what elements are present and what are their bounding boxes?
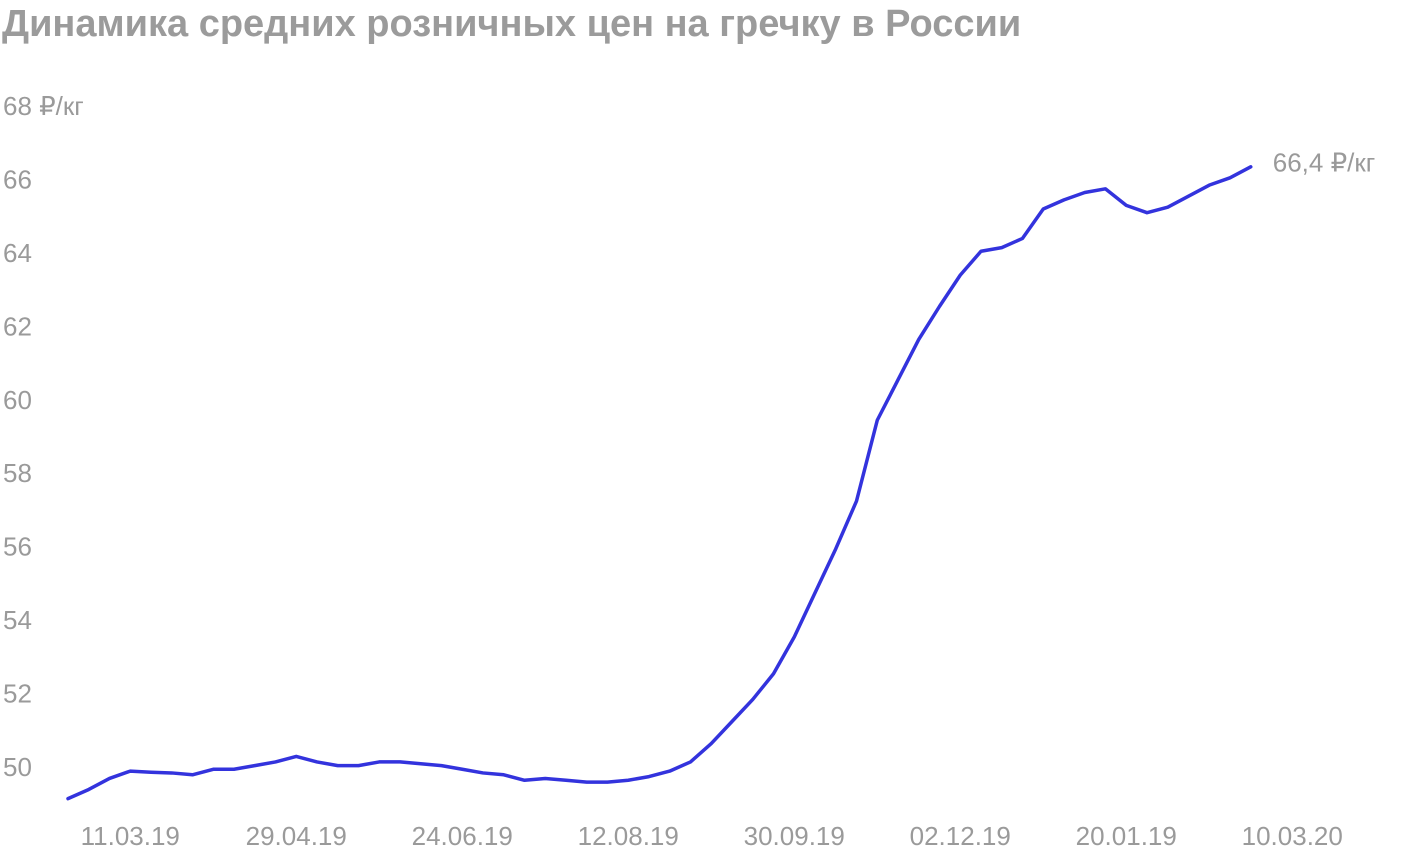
chart-title: Динамика средних розничных цен на гречку… xyxy=(2,3,1021,45)
x-tick-label: 30.09.19 xyxy=(744,821,845,851)
y-tick-label: 60 xyxy=(3,385,32,415)
y-tick-label: 52 xyxy=(3,679,32,709)
x-tick-label: 10.03.20 xyxy=(1242,821,1343,851)
y-tick-label: 56 xyxy=(3,532,32,562)
x-tick-label: 02.12.19 xyxy=(910,821,1011,851)
x-tick-label: 20.01.19 xyxy=(1076,821,1177,851)
y-tick-label: 68 ₽/кг xyxy=(3,91,84,121)
x-tick-label: 29.04.19 xyxy=(246,821,347,851)
y-tick-label: 64 xyxy=(3,238,32,268)
y-tick-label: 54 xyxy=(3,605,32,635)
x-tick-label: 12.08.19 xyxy=(578,821,679,851)
x-tick-label: 24.06.19 xyxy=(412,821,513,851)
y-tick-label: 66 xyxy=(3,164,32,194)
y-tick-label: 50 xyxy=(3,752,32,782)
x-tick-label: 11.03.19 xyxy=(81,821,180,851)
price-line xyxy=(66,165,1253,801)
y-tick-label: 58 xyxy=(3,458,32,488)
value-label: 66,4 ₽/кг xyxy=(1273,148,1375,178)
y-tick-label: 62 xyxy=(3,311,32,341)
